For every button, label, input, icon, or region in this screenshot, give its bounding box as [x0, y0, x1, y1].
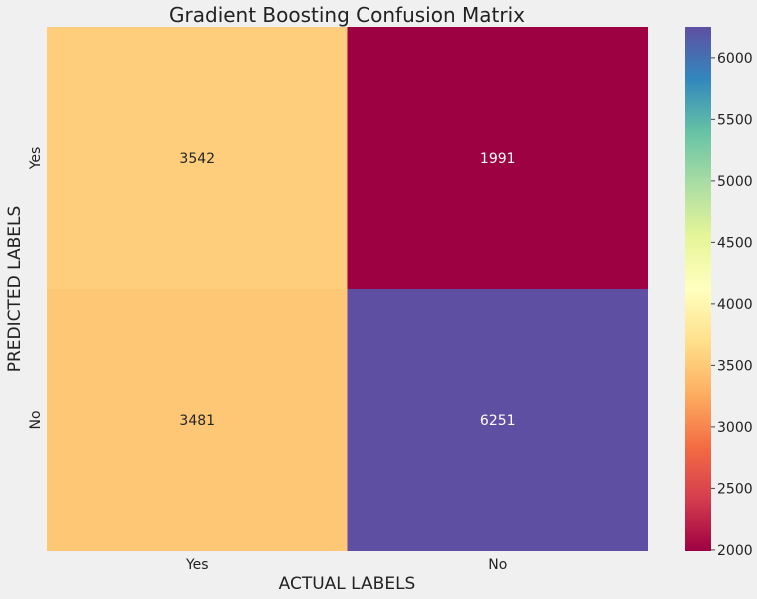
y-tick-labels: Yes No	[28, 147, 44, 430]
colorbar-tick-label: 3000	[717, 420, 753, 436]
heatmap-cell	[347, 27, 648, 289]
colorbar	[685, 27, 711, 551]
colorbar-tick-label: 2000	[717, 543, 753, 559]
x-tick-label: Yes	[185, 557, 209, 573]
heatmap-cell	[347, 289, 648, 551]
x-axis-label: ACTUAL LABELS	[279, 574, 416, 594]
colorbar-tick-label: 4500	[717, 235, 753, 251]
colorbar-tick-label: 4000	[717, 297, 753, 313]
cell-value-label: 6251	[480, 413, 516, 429]
colorbar-tick-label: 6000	[717, 51, 753, 67]
chart-title: Gradient Boosting Confusion Matrix	[169, 3, 525, 27]
colorbar-tick-label: 3500	[717, 358, 753, 374]
colorbar-tick-label: 5000	[717, 174, 753, 190]
x-tick-label: No	[488, 557, 507, 573]
x-tick-labels: Yes No	[185, 557, 507, 573]
y-tick-label: Yes	[28, 147, 44, 171]
y-tick-label: No	[28, 410, 44, 429]
colorbar-tick-labels: 2000 2500 3000 3500 4000 4500 5000 5500 6000	[711, 51, 753, 559]
heatmap-cells: 3542 1991 3481 6251	[47, 27, 648, 551]
cell-value-label: 1991	[480, 151, 516, 167]
cell-value-label: 3481	[179, 413, 215, 429]
colorbar-tick-label: 2500	[717, 481, 753, 497]
heatmap-cell	[47, 27, 348, 289]
colorbar-tick-label: 5500	[717, 112, 753, 128]
y-axis-label: PREDICTED LABELS	[5, 206, 25, 373]
cell-value-label: 3542	[179, 151, 215, 167]
heatmap-cell	[47, 289, 348, 551]
